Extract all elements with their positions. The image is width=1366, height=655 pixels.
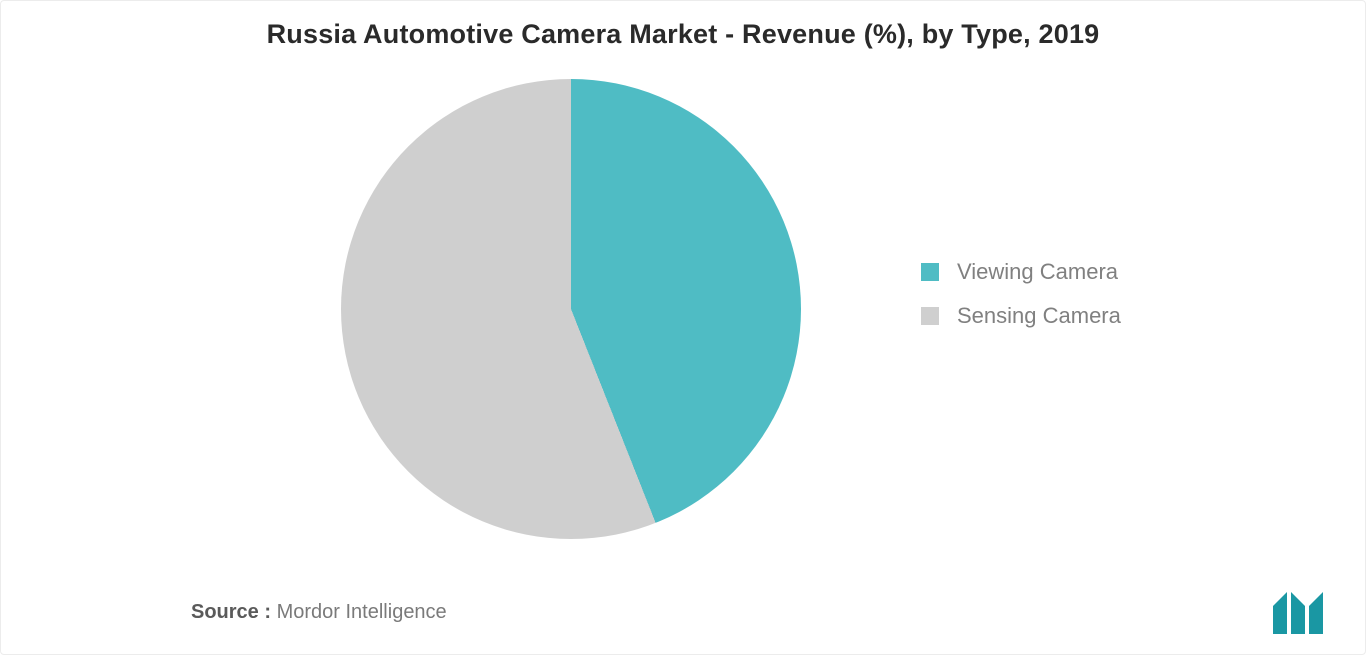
chart-title: Russia Automotive Camera Market - Revenu… [1,19,1365,50]
pie-canvas [341,79,801,539]
legend-label: Viewing Camera [957,259,1118,285]
legend-swatch [921,263,939,281]
legend-label: Sensing Camera [957,303,1121,329]
pie-chart [341,79,801,539]
legend-item: Sensing Camera [921,303,1121,329]
source-name: Mordor Intelligence [277,601,447,623]
legend-swatch [921,307,939,325]
source-line: Source : Mordor Intelligence [191,601,447,624]
chart-card: Russia Automotive Camera Market - Revenu… [0,0,1366,655]
source-prefix: Source : [191,601,271,623]
brand-logo-icon [1267,588,1337,634]
legend-item: Viewing Camera [921,259,1121,285]
legend: Viewing Camera Sensing Camera [921,241,1121,347]
